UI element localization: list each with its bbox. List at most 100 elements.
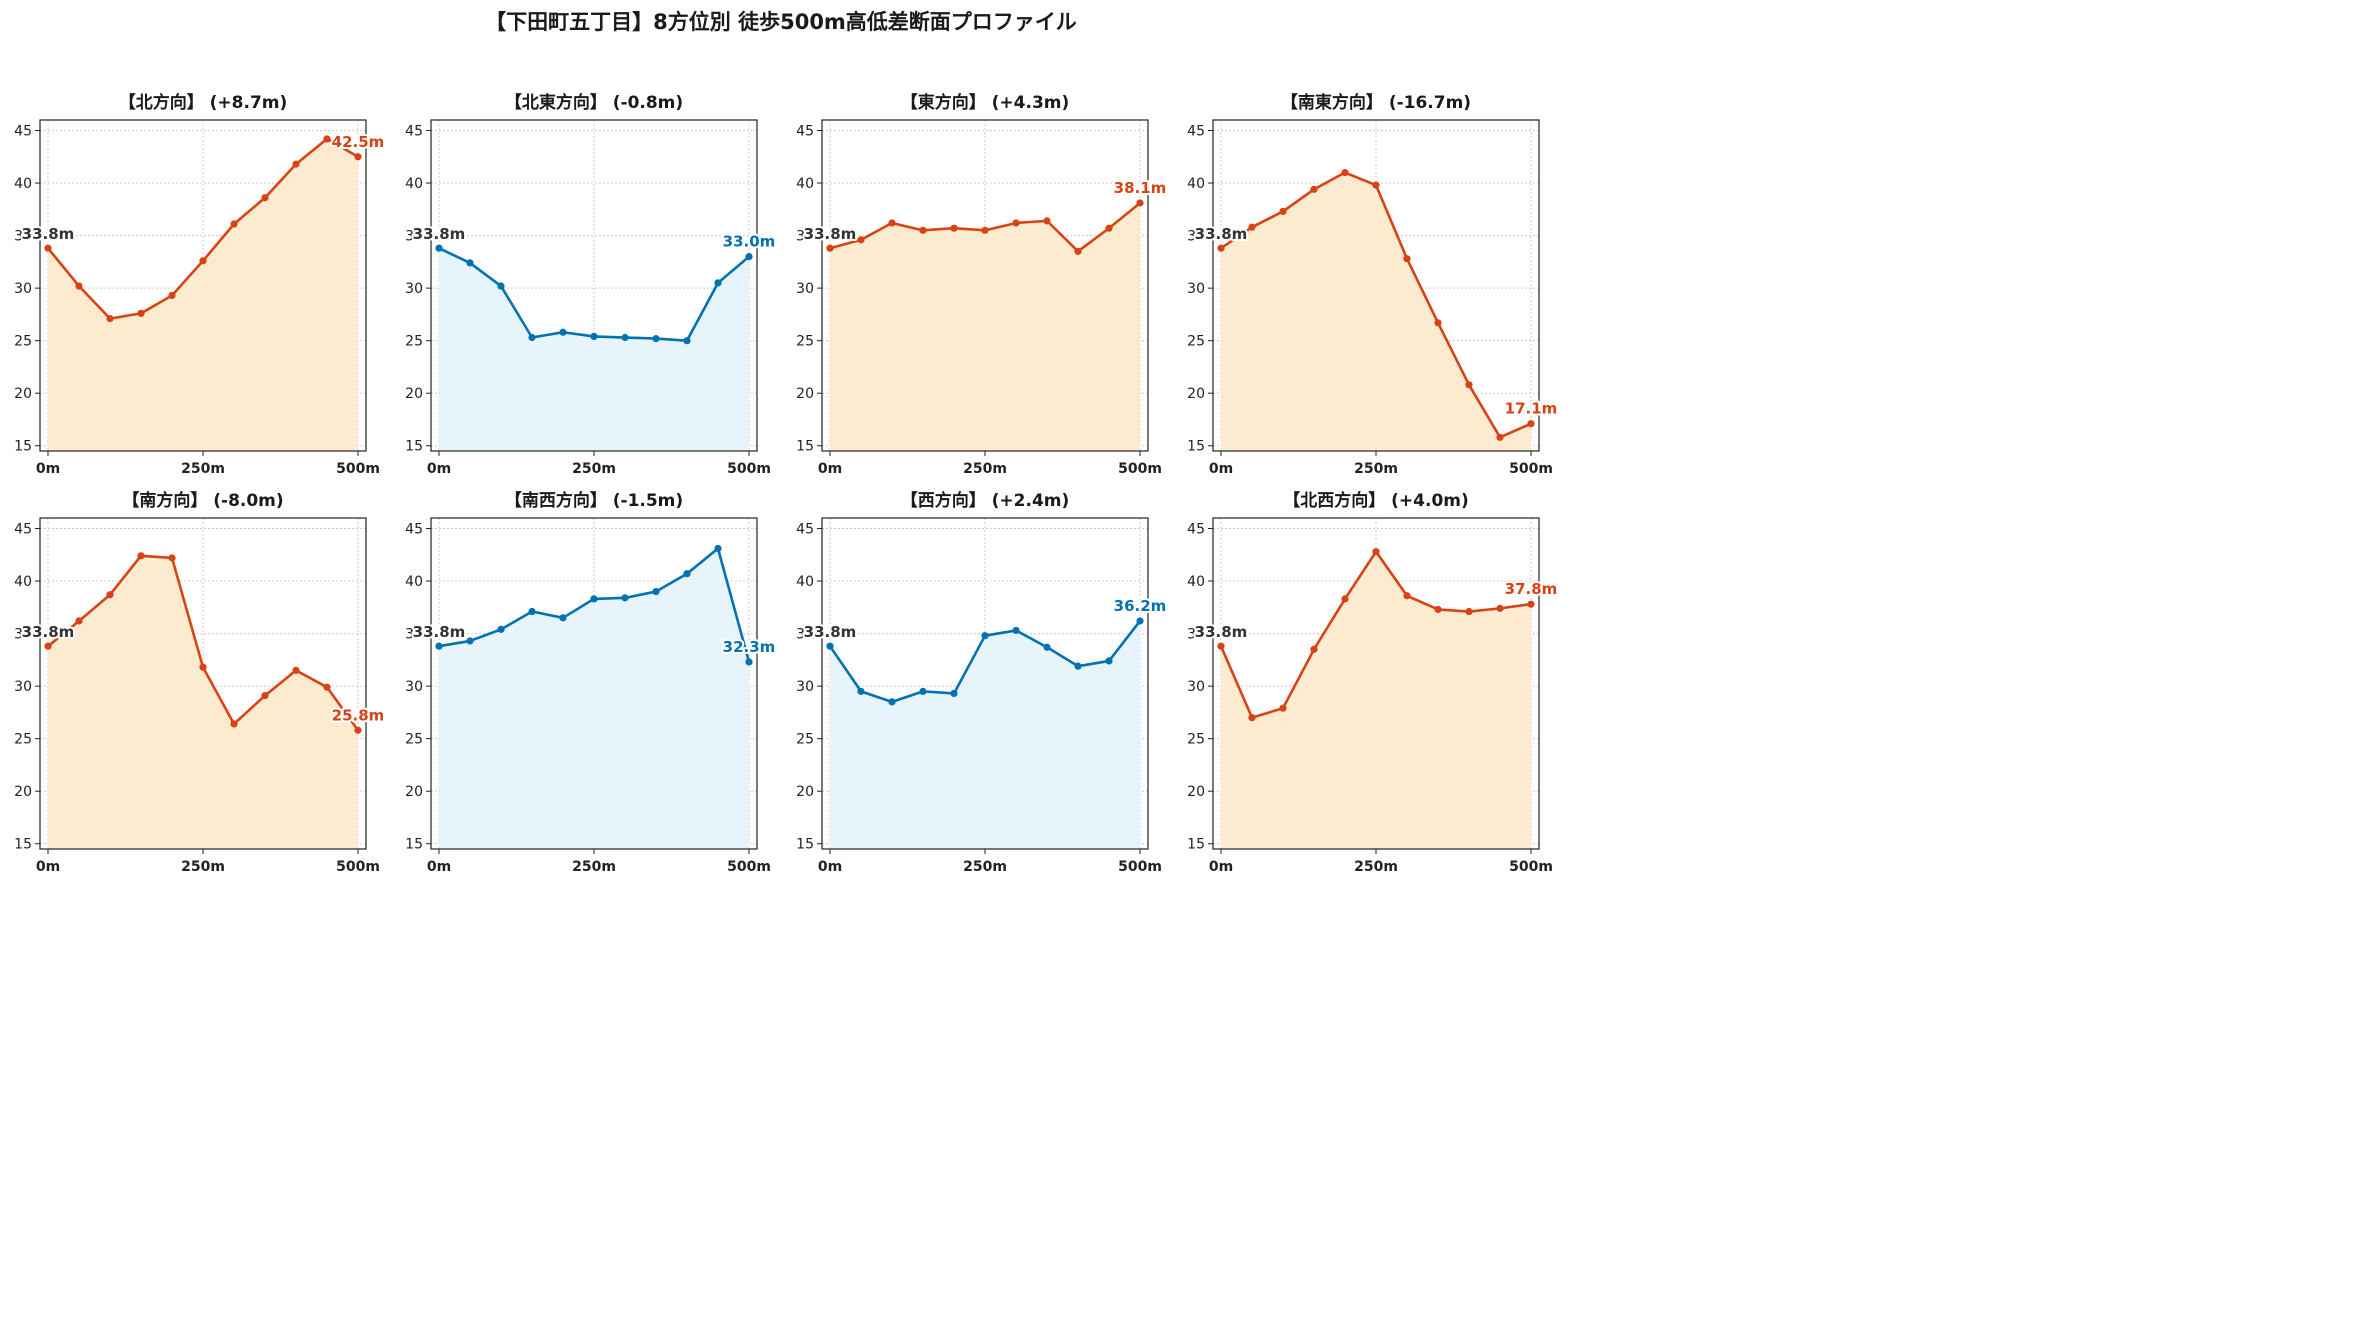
data-point [1310, 645, 1318, 653]
data-point [1012, 219, 1020, 227]
data-point [857, 687, 865, 695]
start-value-label: 33.8m [804, 623, 857, 641]
x-tick-label: 0m [1209, 461, 1233, 477]
x-tick-label: 0m [36, 859, 60, 875]
x-tick-label: 0m [427, 859, 451, 875]
subplot-title: 【北西方向】 (+4.0m) [1283, 490, 1469, 511]
end-value-label: 38.1m [1114, 179, 1167, 197]
y-tick-label: 45 [14, 522, 32, 538]
x-tick-label: 250m [1354, 859, 1398, 875]
y-tick-label: 40 [405, 574, 423, 590]
data-point [857, 236, 865, 244]
data-point [466, 259, 474, 267]
data-point [1403, 592, 1411, 600]
y-tick-label: 30 [14, 679, 32, 695]
y-tick-label: 25 [14, 334, 32, 350]
start-value-label: 33.8m [22, 225, 75, 243]
start-value-label: 33.8m [413, 225, 466, 243]
data-point [528, 333, 536, 342]
data-point [683, 570, 691, 578]
data-point [683, 337, 691, 345]
y-tick-label: 30 [796, 281, 814, 297]
data-point [292, 666, 300, 674]
y-tick-label: 40 [796, 176, 814, 192]
y-tick-label: 35 [405, 627, 423, 643]
y-tick-label: 30 [405, 679, 423, 695]
y-tick-label: 15 [796, 837, 814, 853]
y-tick-label: 30 [796, 679, 814, 695]
data-point [981, 226, 989, 234]
area-fill [830, 203, 1140, 451]
y-tick-label: 20 [1187, 386, 1205, 402]
y-tick-label: 45 [1187, 124, 1205, 140]
data-point [230, 720, 238, 728]
area-fill [48, 138, 358, 451]
subplot-title: 【東方向】 (+4.3m) [901, 92, 1070, 113]
data-point [888, 219, 896, 227]
x-tick-label: 0m [1209, 859, 1233, 875]
data-point [1527, 420, 1535, 428]
data-point [745, 253, 753, 261]
data-point [1341, 595, 1349, 603]
x-tick-label: 0m [818, 461, 842, 477]
data-point [1372, 548, 1380, 556]
y-tick-label: 15 [1187, 439, 1205, 455]
y-tick-label: 25 [405, 334, 423, 350]
data-point [950, 224, 958, 232]
data-point [1496, 604, 1504, 612]
data-point [621, 333, 629, 342]
x-tick-label: 250m [572, 461, 616, 477]
data-point [1310, 185, 1318, 193]
data-point [652, 334, 660, 343]
x-tick-label: 250m [181, 859, 225, 875]
area-fill [1221, 172, 1531, 452]
end-value-label: 37.8m [1505, 580, 1558, 598]
y-tick-label: 35 [1187, 627, 1205, 643]
end-value-label: 25.8m [332, 706, 385, 724]
y-tick-label: 35 [14, 627, 32, 643]
data-point [652, 587, 660, 596]
x-tick-label: 250m [1354, 461, 1398, 477]
data-point [323, 683, 331, 691]
x-tick-label: 500m [1118, 461, 1162, 477]
subplot-title: 【北方向】 (+8.7m) [119, 92, 288, 113]
data-point [137, 552, 145, 560]
data-point [435, 642, 443, 650]
area-fill [439, 248, 749, 451]
data-point [1136, 199, 1144, 207]
x-tick-label: 500m [1509, 461, 1553, 477]
data-point [919, 687, 927, 695]
data-point [826, 244, 834, 252]
x-tick-label: 250m [963, 461, 1007, 477]
subplot-8: 【北西方向】 (+4.0m) 15 20 25 30 35 40 45 0m 250m 500m 33… [1187, 490, 1559, 875]
y-tick-label: 25 [405, 732, 423, 748]
y-tick-label: 25 [796, 334, 814, 350]
y-tick-label: 45 [1187, 522, 1205, 538]
data-point [137, 309, 145, 317]
data-point [1341, 168, 1349, 177]
subplot-title: 【南方向】 (-8.0m) [122, 490, 283, 511]
start-value-label: 33.8m [1195, 623, 1248, 641]
area-fill [439, 548, 749, 849]
subplot-7: 【西方向】 (+2.4m) 15 20 25 30 35 40 45 0m 250m 500m 33.… [796, 490, 1168, 875]
data-point [1465, 381, 1473, 389]
y-tick-label: 30 [405, 281, 423, 297]
figure-title: 【下田町五丁目】8方位別 徒歩500m高低差断面プロファイル [485, 10, 1077, 34]
data-point [199, 257, 207, 265]
data-point [745, 658, 753, 666]
end-value-label: 32.3m [723, 638, 776, 656]
data-point [435, 244, 443, 252]
x-tick-label: 250m [181, 461, 225, 477]
end-value-label: 36.2m [1114, 597, 1167, 615]
y-tick-label: 40 [405, 176, 423, 192]
data-point [1248, 714, 1256, 722]
data-point [1527, 600, 1535, 608]
data-point [1105, 657, 1113, 665]
y-tick-label: 15 [14, 837, 32, 853]
data-point [826, 642, 834, 650]
data-point [621, 594, 629, 602]
end-value-label: 33.0m [723, 233, 776, 251]
y-tick-label: 20 [14, 784, 32, 800]
data-point [292, 160, 300, 168]
